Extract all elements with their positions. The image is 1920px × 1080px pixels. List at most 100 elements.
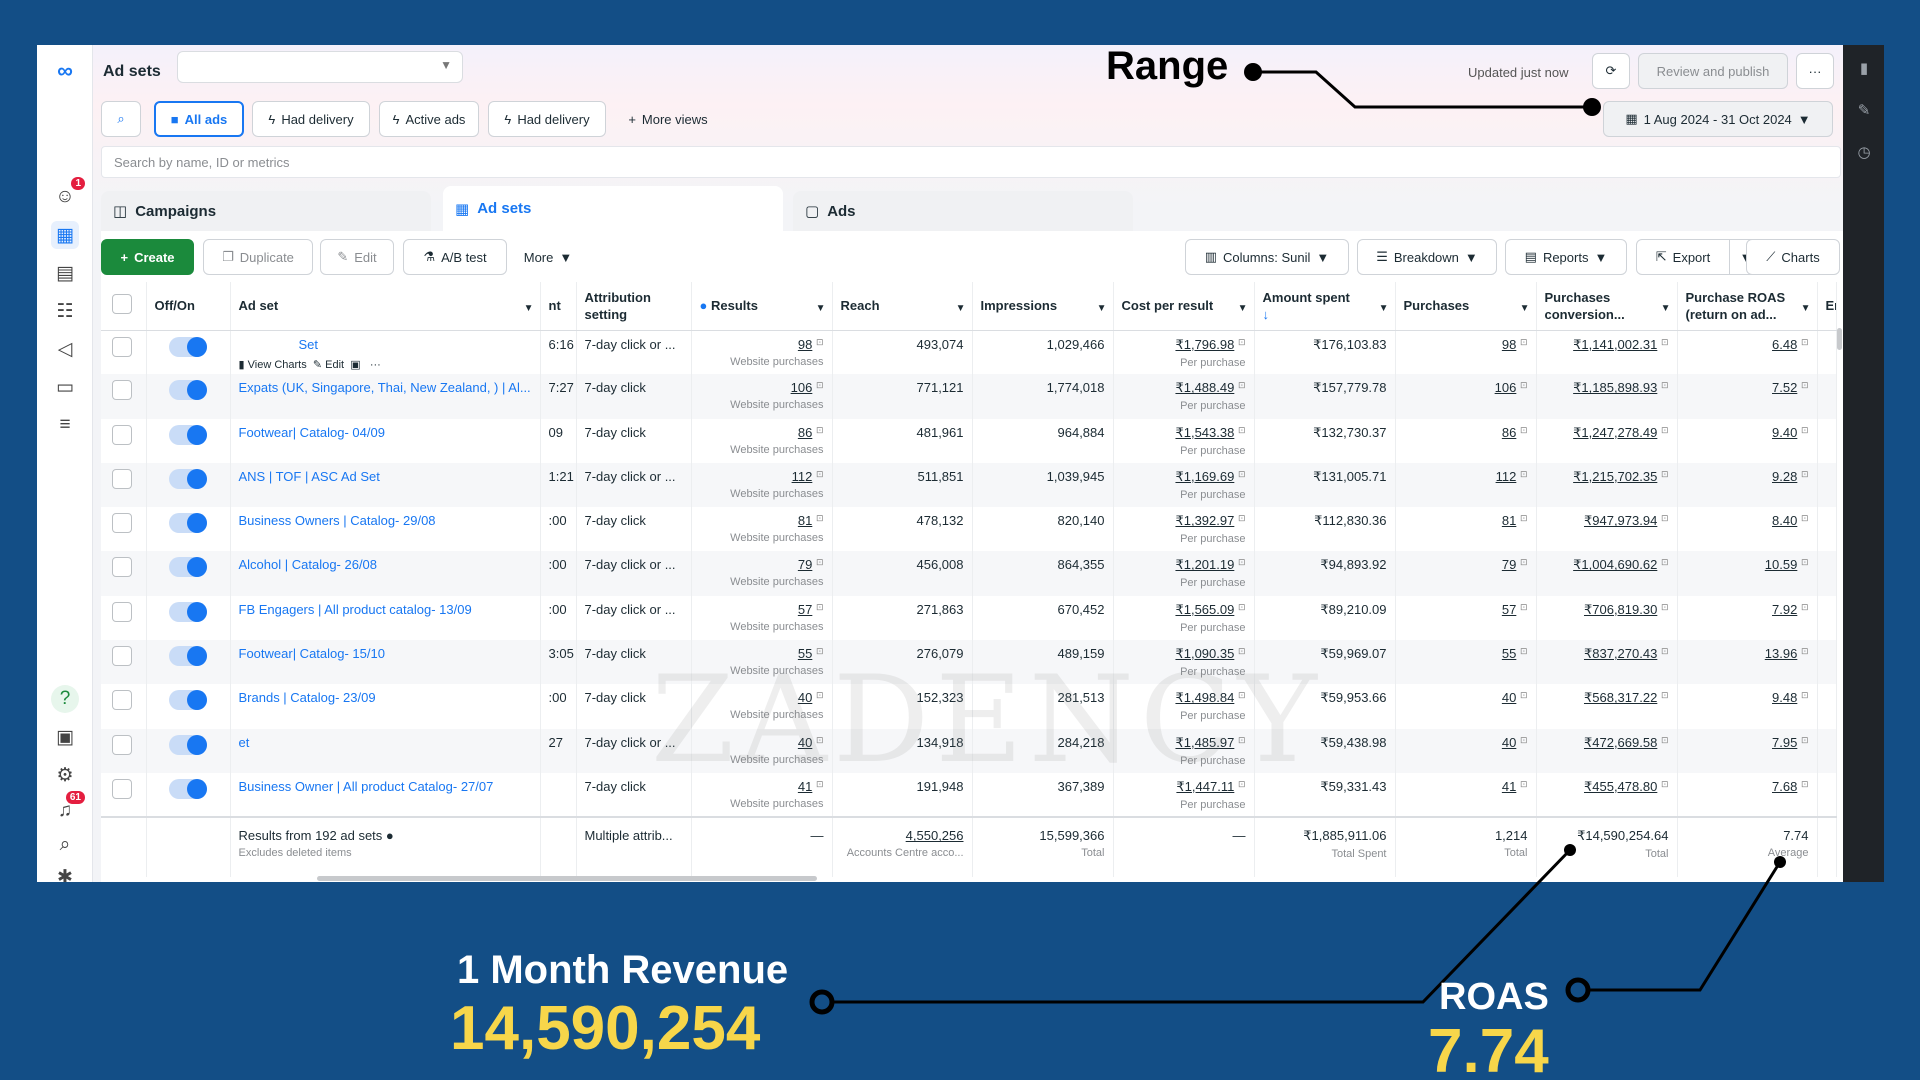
roas-value[interactable]: 10.59 [1764,557,1798,573]
delivery-toggle[interactable] [168,690,207,711]
adset-name[interactable]: Footwear| Catalog- 04/09 [238,424,385,440]
adset-name-cell[interactable]: Alcohol | Catalog- 26/08 [230,551,541,596]
pencil-icon[interactable]: ✎ [1857,102,1871,119]
purchases-value[interactable]: 112 [1495,468,1517,484]
results-value[interactable]: 41 [797,778,813,794]
results-value[interactable]: 40 [797,690,813,706]
more-actions[interactable]: ··· [369,358,381,371]
table-row[interactable]: Set ▮ View Charts ✎ Edit ▣ ··· 6:16 7-day c… [101,330,1837,375]
duplicate-button[interactable]: ❐ Duplicate [203,239,313,275]
account-overview-icon[interactable]: ☺ 1 [51,177,85,211]
cpr-value[interactable]: ₹1,392.97 [1175,513,1235,529]
results-value[interactable]: 55 [797,646,813,662]
adset-name[interactable]: Expats (UK, Singapore, Thai, New Zealand… [238,380,531,396]
results-value[interactable]: 40 [797,734,813,750]
pcv-value[interactable]: ₹837,270.43 [1583,646,1658,662]
col-nt[interactable]: nt [540,282,577,331]
row-toggle-cell[interactable] [146,640,231,685]
purchases-value[interactable]: 41 [1501,778,1517,794]
row-toggle-cell[interactable] [146,418,231,463]
row-select[interactable] [101,330,147,375]
cpr-value[interactable]: ₹1,543.38 [1175,424,1235,440]
adset-name[interactable]: Brands | Catalog- 23/09 [238,690,376,706]
col-results[interactable]: ● Results ▼ [691,282,833,331]
pcv-value[interactable]: ₹455,478.80 [1583,778,1658,794]
pcv-value[interactable]: ₹472,669.58 [1583,734,1658,750]
view-charts-link[interactable]: View Charts [247,358,307,371]
row-checkbox[interactable] [112,690,132,711]
adset-name-cell[interactable]: ANS | TOF | ASC Ad Set [230,462,541,508]
create-button[interactable]: + Create [101,239,194,275]
more-options-button[interactable]: ··· [1796,53,1834,89]
horizontal-scrollbar[interactable] [317,876,817,881]
adset-name-cell[interactable]: Footwear| Catalog- 15/10 [230,640,541,685]
col-offon[interactable]: Off/On [146,282,231,331]
purchases-value[interactable]: 40 [1501,690,1517,706]
col-adset[interactable]: Ad set ▼ [230,282,541,331]
row-select[interactable] [101,418,147,463]
tab-ads[interactable]: ▢ Ads [793,191,1133,231]
cpr-value[interactable]: ₹1,201.19 [1175,557,1235,573]
view-had-delivery-2[interactable]: ϟ Had delivery [488,101,606,137]
delivery-toggle[interactable] [168,468,207,489]
adset-name[interactable]: Business Owners | Catalog- 29/08 [238,513,436,529]
cpr-value[interactable]: ₹1,565.09 [1175,601,1235,617]
table-row[interactable]: Brands | Catalog- 23/09:00 7-day click 40 … [101,684,1837,729]
results-value[interactable]: 86 [797,424,813,440]
export-button[interactable]: ⇱ Export [1636,239,1730,275]
cpr-value[interactable]: ₹1,488.49 [1175,380,1235,396]
row-toggle-cell[interactable] [146,551,231,596]
purchases-value[interactable]: 106 [1494,380,1517,396]
ab-test-button[interactable]: ⚗ A/B test [403,239,507,275]
results-value[interactable]: 81 [797,513,813,529]
table-row[interactable]: FB Engagers | All product catalog- 13/09… [101,595,1837,641]
bar-chart-icon[interactable]: ▮ [1859,60,1869,77]
row-select[interactable] [101,507,147,552]
row-toggle-cell[interactable] [146,374,231,419]
row-checkbox[interactable] [112,380,132,401]
pcv-value[interactable]: ₹1,004,690.62 [1573,557,1658,573]
purchases-value[interactable]: 40 [1501,734,1517,750]
roas-value[interactable]: 7.92 [1772,601,1798,617]
view-active-ads[interactable]: ϟ Active ads [379,101,479,137]
billing-icon[interactable]: ▭ [56,376,74,398]
campaigns-table-icon[interactable]: ▦ [51,221,79,249]
delivery-toggle[interactable] [168,778,207,799]
row-checkbox[interactable] [112,513,132,534]
search-icon[interactable]: ⌕ [59,834,71,855]
row-checkbox[interactable] [112,468,132,489]
row-select[interactable] [101,462,147,508]
col-roas[interactable]: Purchase ROAS (return on ad... ▼ [1677,282,1818,331]
roas-value[interactable]: 8.40 [1772,513,1798,529]
cpr-value[interactable]: ₹1,498.84 [1175,690,1235,706]
columns-dropdown[interactable]: ▥ Columns: Sunil ▼ [1185,239,1349,275]
roas-value[interactable]: 9.28 [1772,468,1798,484]
row-checkbox[interactable] [112,424,132,445]
table-row[interactable]: Expats (UK, Singapore, Thai, New Zealand… [101,374,1837,419]
adset-name[interactable]: Footwear| Catalog- 15/10 [238,646,385,662]
cpr-value[interactable]: ₹1,447.11 [1176,778,1235,794]
table-row[interactable]: Alcohol | Catalog- 26/08:00 7-day click o… [101,551,1837,596]
info-icon[interactable]: ● [385,828,394,844]
row-select[interactable] [101,551,147,596]
results-value[interactable]: 98 [797,336,813,352]
charts-button[interactable]: ⟋ Charts [1746,239,1840,275]
adset-name-cell[interactable]: Business Owner | All product Catalog- 27… [230,772,541,818]
select-all-checkbox[interactable] [112,293,132,314]
col-er[interactable]: Er [1817,282,1837,331]
col-cpr[interactable]: Cost per result ▼ [1113,282,1255,331]
delivery-toggle[interactable] [168,380,207,401]
audiences-icon[interactable]: ☷ [56,300,74,322]
search-input[interactable]: Search by name, ID or metrics [101,146,1841,178]
adset-name-cell[interactable]: FB Engagers | All product catalog- 13/09 [230,595,541,641]
refresh-button[interactable]: ⟳ [1592,53,1630,89]
row-checkbox[interactable] [112,734,132,755]
delivery-toggle[interactable] [168,601,207,622]
col-attribution[interactable]: Attribution setting [576,282,692,331]
row-select[interactable] [101,728,147,773]
tab-campaigns[interactable]: ◫ Campaigns [101,191,431,231]
results-value[interactable]: 112 [791,468,813,484]
row-toggle-cell[interactable] [146,772,231,818]
vertical-scrollbar[interactable] [1837,328,1842,350]
roas-value[interactable]: 7.52 [1772,380,1798,396]
